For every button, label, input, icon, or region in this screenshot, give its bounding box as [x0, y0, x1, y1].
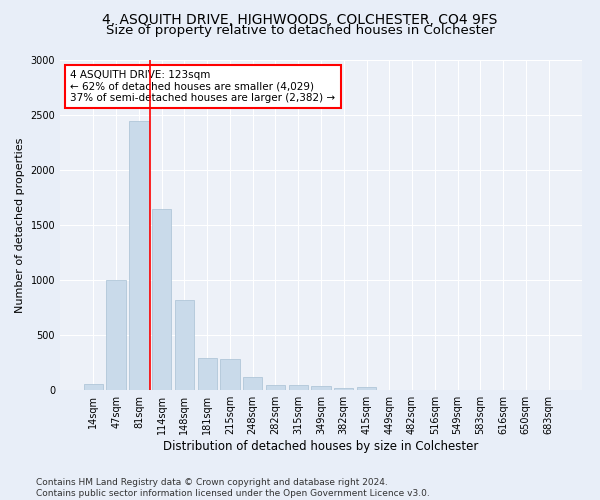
Bar — [152, 208, 172, 390]
Bar — [357, 386, 376, 390]
Text: Size of property relative to detached houses in Colchester: Size of property relative to detached ho… — [106, 24, 494, 37]
Bar — [266, 384, 285, 390]
Text: 4 ASQUITH DRIVE: 123sqm
← 62% of detached houses are smaller (4,029)
37% of semi: 4 ASQUITH DRIVE: 123sqm ← 62% of detache… — [70, 70, 335, 103]
Bar — [175, 300, 194, 390]
Bar — [106, 280, 126, 390]
Bar — [129, 120, 149, 390]
Bar — [289, 384, 308, 390]
Bar — [197, 358, 217, 390]
Bar — [334, 388, 353, 390]
Y-axis label: Number of detached properties: Number of detached properties — [15, 138, 25, 312]
X-axis label: Distribution of detached houses by size in Colchester: Distribution of detached houses by size … — [163, 440, 479, 453]
Text: Contains HM Land Registry data © Crown copyright and database right 2024.
Contai: Contains HM Land Registry data © Crown c… — [36, 478, 430, 498]
Text: 4, ASQUITH DRIVE, HIGHWOODS, COLCHESTER, CO4 9FS: 4, ASQUITH DRIVE, HIGHWOODS, COLCHESTER,… — [103, 12, 497, 26]
Bar — [220, 358, 239, 390]
Bar — [84, 384, 103, 390]
Bar — [311, 386, 331, 390]
Bar — [243, 378, 262, 390]
